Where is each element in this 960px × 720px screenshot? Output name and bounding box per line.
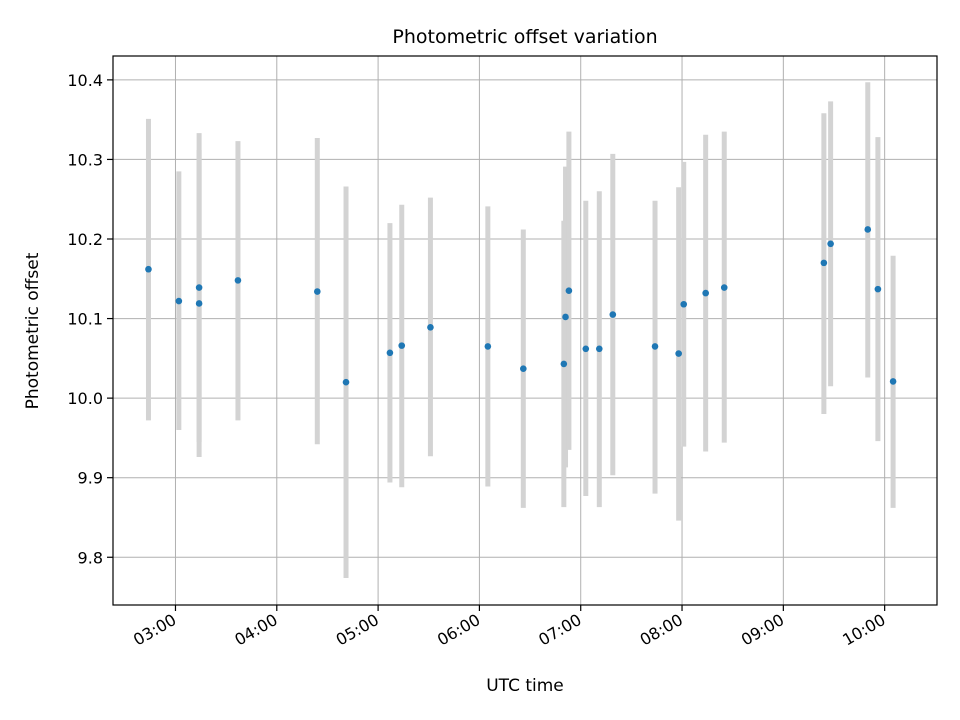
y-tick-label: 10.2 [67, 230, 103, 249]
data-point [720, 284, 728, 291]
data-point [314, 288, 321, 295]
data-point [609, 311, 617, 318]
data-point [175, 297, 183, 305]
y-tick-label: 9.9 [78, 469, 103, 488]
data-point [874, 285, 882, 293]
data-point [582, 345, 590, 353]
data-point [145, 265, 152, 273]
x-axis-title: UTC time [486, 676, 564, 696]
data-point [484, 343, 492, 350]
data-point [427, 324, 434, 331]
data-point [680, 300, 688, 308]
data-point [520, 365, 527, 372]
chart-title: Photometric offset variation [392, 26, 657, 48]
data-point [827, 240, 834, 248]
data-point [195, 300, 203, 307]
data-point [560, 360, 568, 368]
data-point [820, 259, 828, 267]
plot-frame [112, 55, 938, 606]
data-point [386, 349, 394, 357]
data-point [595, 345, 603, 353]
data-point [651, 343, 659, 350]
data-point [195, 284, 203, 291]
y-tick-label: 10.3 [67, 150, 103, 169]
data-point [889, 378, 897, 385]
data-point [675, 350, 682, 357]
data-point [864, 226, 872, 233]
data-point [565, 287, 573, 295]
y-tick-label: 10.1 [67, 310, 103, 329]
y-tick-label: 10.0 [67, 389, 103, 408]
y-axis-title: Photometric offset [23, 252, 43, 409]
data-point [702, 289, 709, 297]
y-tick-label: 10.4 [67, 71, 103, 90]
y-tick-label: 9.8 [78, 548, 103, 567]
data-point [342, 378, 350, 386]
data-point [398, 342, 406, 349]
data-point [234, 277, 242, 284]
y-axis-ticks: 9.8 9.9 10.0 10.1 10.2 10.3 10.4 [67, 71, 113, 567]
data-point [562, 313, 569, 321]
data-points [145, 226, 897, 386]
